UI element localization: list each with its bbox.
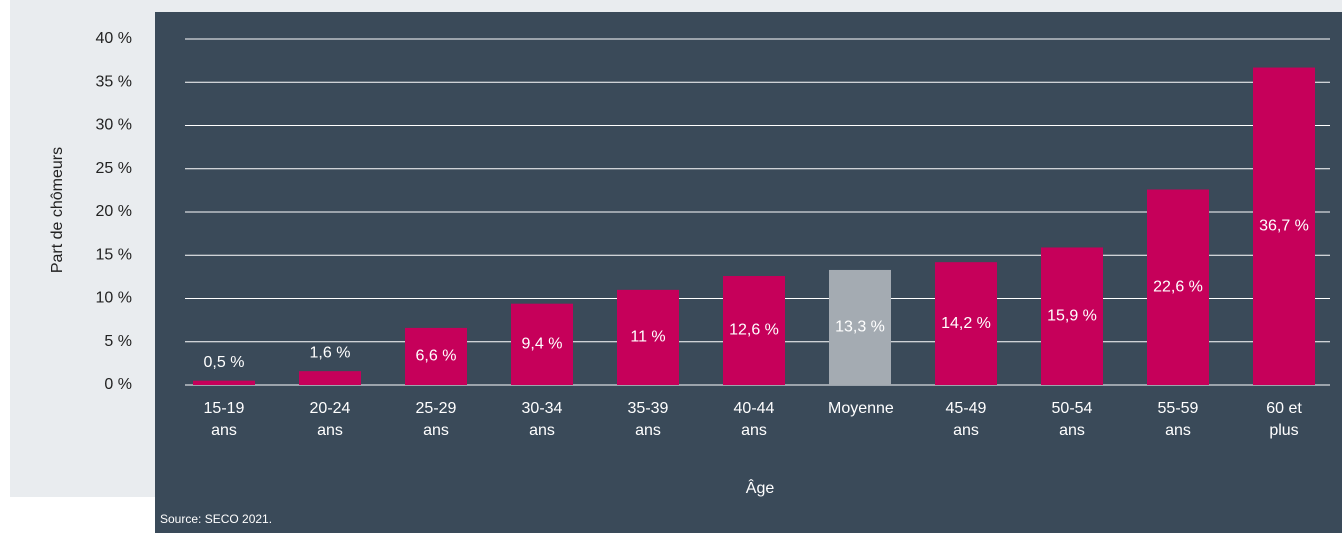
y-tick-label: 0 % bbox=[104, 376, 132, 393]
y-tick-label: 35 % bbox=[96, 73, 132, 90]
bar bbox=[193, 380, 255, 385]
y-tick-label: 40 % bbox=[96, 30, 132, 47]
y-tick-label: 20 % bbox=[96, 203, 132, 220]
y-tick-label: 15 % bbox=[96, 246, 132, 263]
x-tick-label: Moyenne bbox=[828, 400, 894, 417]
y-axis-label: Part de chômeurs bbox=[49, 147, 66, 273]
value-label: 14,2 % bbox=[941, 315, 991, 332]
bar bbox=[1041, 247, 1103, 385]
value-label: 9,4 % bbox=[522, 336, 563, 353]
y-tick-label: 30 % bbox=[96, 117, 132, 134]
bar bbox=[299, 371, 361, 385]
value-label: 0,5 % bbox=[204, 354, 245, 371]
x-tick-label: 55-59 ans bbox=[1157, 400, 1199, 439]
y-tick-label: 25 % bbox=[96, 160, 132, 177]
y-tick-label: 10 % bbox=[96, 290, 132, 307]
bar bbox=[405, 327, 467, 385]
value-label: 11 % bbox=[630, 329, 665, 346]
x-tick-label: 20-24 ans bbox=[309, 400, 351, 439]
bar bbox=[1253, 67, 1315, 386]
x-tick-label: 25-29 ans bbox=[415, 400, 457, 439]
bar bbox=[829, 269, 891, 385]
bar bbox=[617, 289, 679, 385]
x-tick-label: 50-54 ans bbox=[1051, 400, 1093, 439]
x-tick-label: 30-34 ans bbox=[521, 400, 563, 439]
value-label: 12,6 % bbox=[729, 322, 779, 339]
x-tick-label: 60 et plus bbox=[1266, 400, 1302, 439]
x-tick-label: 40-44 ans bbox=[733, 400, 775, 439]
source: Source: SECO 2021. bbox=[160, 512, 272, 526]
x-tick-label: 35-39 ans bbox=[627, 400, 669, 439]
bar bbox=[511, 303, 573, 385]
value-label: 13,3 % bbox=[835, 319, 885, 336]
bar bbox=[723, 276, 785, 385]
value-label: 36,7 % bbox=[1259, 217, 1309, 234]
y-tick-label: 5 % bbox=[104, 333, 132, 350]
bar bbox=[1147, 189, 1209, 385]
x-tick-label: 15-19 ans bbox=[203, 400, 245, 439]
plot-panel bbox=[155, 12, 1342, 533]
value-label: 15,9 % bbox=[1047, 307, 1097, 324]
x-tick-label: 45-49 ans bbox=[945, 400, 987, 439]
bar bbox=[935, 262, 997, 385]
value-label: 1,6 % bbox=[310, 344, 351, 361]
x-axis-label: Âge bbox=[746, 478, 775, 497]
value-label: 6,6 % bbox=[416, 348, 457, 365]
value-label: 22,6 % bbox=[1153, 278, 1203, 295]
